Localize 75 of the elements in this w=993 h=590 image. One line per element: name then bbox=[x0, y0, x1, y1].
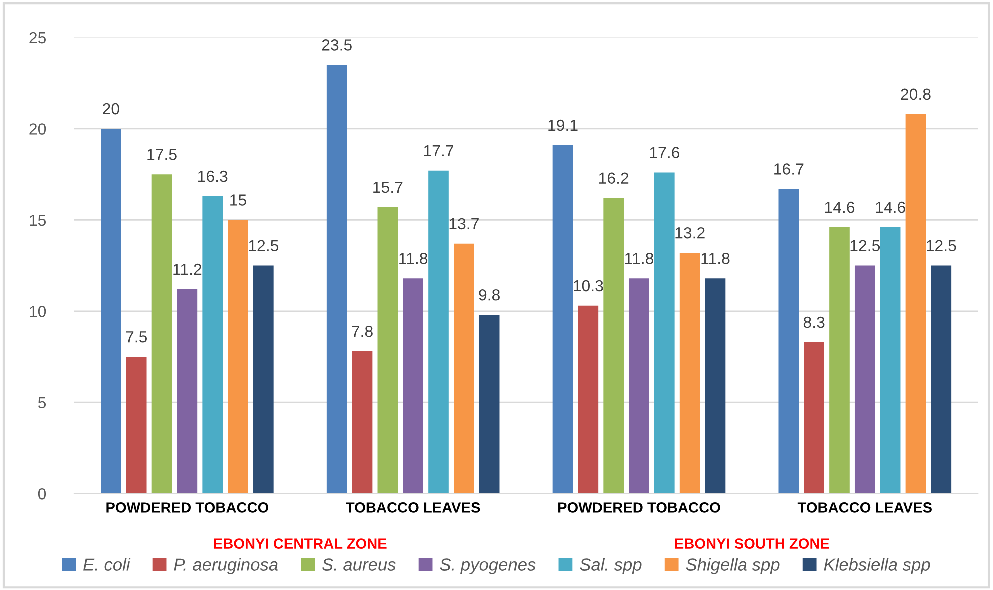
bar bbox=[830, 227, 850, 494]
data-label: 12.5 bbox=[850, 240, 880, 252]
bar bbox=[629, 278, 650, 494]
x-tick-label: TOBACCO LEAVES bbox=[798, 502, 932, 513]
bar bbox=[778, 189, 800, 494]
y-tick-label: 25 bbox=[30, 32, 46, 44]
bar bbox=[479, 315, 500, 494]
bar bbox=[552, 145, 574, 494]
data-label: 9.8 bbox=[479, 289, 500, 301]
bar bbox=[228, 220, 248, 494]
bar bbox=[906, 114, 926, 494]
bar bbox=[705, 278, 726, 494]
bar bbox=[578, 306, 599, 494]
data-label: 13.2 bbox=[676, 227, 705, 239]
data-label: 15 bbox=[230, 194, 246, 206]
legend-label: E. coli bbox=[84, 558, 131, 571]
data-label: 10.3 bbox=[574, 280, 604, 292]
data-label: 14.6 bbox=[876, 202, 906, 214]
bar bbox=[326, 65, 348, 494]
data-label: 12.5 bbox=[927, 240, 956, 252]
x-tick-label: POWDERED TOBACCO bbox=[558, 502, 720, 513]
legend-label: S. aureus bbox=[322, 558, 396, 571]
y-tick-label: 10 bbox=[30, 306, 46, 318]
y-tick-label: 15 bbox=[30, 214, 46, 226]
data-label: 16.3 bbox=[198, 170, 228, 182]
data-label: 11.8 bbox=[400, 252, 428, 264]
bar bbox=[254, 266, 274, 494]
data-label: 11.8 bbox=[702, 252, 730, 264]
bar bbox=[126, 357, 147, 494]
data-label: 7.5 bbox=[126, 332, 148, 343]
bar bbox=[428, 170, 449, 494]
bar bbox=[177, 290, 198, 494]
legend-label: Klebsiella spp bbox=[824, 558, 930, 574]
y-tick-label: 0 bbox=[38, 488, 46, 500]
legend-label: S. pyogenes bbox=[440, 558, 536, 574]
bar bbox=[403, 278, 424, 494]
legend-label: P. aeruginosa bbox=[174, 558, 278, 574]
data-label: 13.7 bbox=[450, 218, 479, 230]
data-label: 16.2 bbox=[600, 172, 629, 184]
data-label: 17.6 bbox=[650, 147, 680, 158]
bar bbox=[804, 342, 824, 494]
data-label: 17.7 bbox=[424, 146, 454, 157]
bar bbox=[101, 128, 122, 494]
bar bbox=[202, 196, 224, 494]
data-label: 7.8 bbox=[352, 326, 373, 338]
data-label: 20.8 bbox=[901, 88, 931, 100]
bar bbox=[352, 352, 373, 494]
legend-label: Sal. spp bbox=[580, 558, 642, 574]
data-label: 16.7 bbox=[774, 164, 804, 175]
data-label: 15.7 bbox=[374, 182, 403, 194]
text: EBONYI SOUTH ZONE bbox=[675, 538, 830, 549]
y-tick-label: 5 bbox=[38, 397, 46, 409]
bar bbox=[854, 266, 876, 494]
x-tick-label: TOBACCO LEAVES bbox=[346, 502, 480, 513]
data-label: 11.2 bbox=[174, 264, 202, 276]
bar bbox=[454, 244, 474, 494]
data-label: 14.6 bbox=[825, 202, 855, 214]
data-label: 11.8 bbox=[626, 252, 654, 264]
bar bbox=[931, 266, 952, 494]
text: EBONYI CENTRAL ZONE bbox=[214, 538, 387, 549]
data-label: 23.5 bbox=[322, 40, 352, 51]
bar bbox=[604, 198, 624, 494]
y-tick-label: 20 bbox=[30, 124, 46, 135]
data-label: 19.1 bbox=[548, 120, 578, 132]
data-label: 17.5 bbox=[148, 149, 177, 160]
bar bbox=[654, 172, 675, 494]
bar bbox=[378, 207, 398, 494]
legend-label: Shigella spp bbox=[686, 558, 780, 574]
data-label: 12.5 bbox=[249, 240, 279, 252]
bar bbox=[152, 174, 172, 494]
x-tick-label: POWDERED TOBACCO bbox=[106, 502, 269, 513]
bar bbox=[680, 253, 700, 494]
bar bbox=[880, 227, 901, 494]
data-label: 20 bbox=[103, 103, 120, 115]
data-label: 8.3 bbox=[804, 316, 825, 328]
